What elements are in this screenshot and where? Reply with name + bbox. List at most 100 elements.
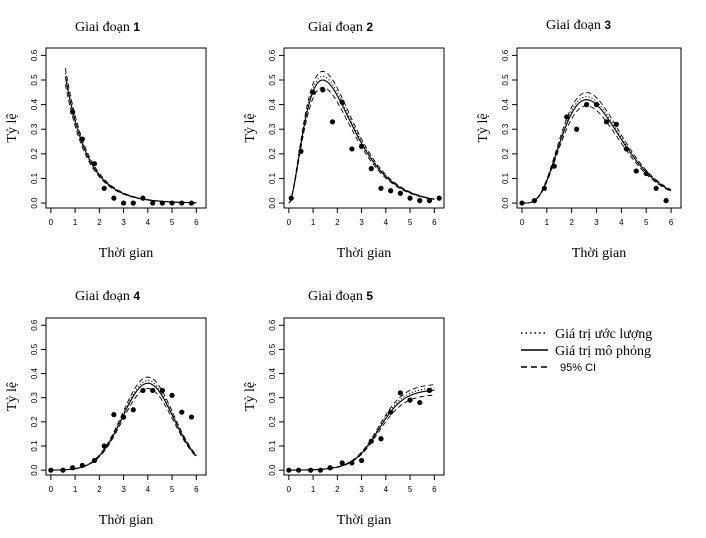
- data-point: [574, 126, 580, 132]
- y-tick-label: 0.4: [268, 99, 277, 111]
- data-point: [653, 185, 659, 191]
- data-point: [308, 467, 314, 473]
- data-point: [417, 399, 423, 406]
- ci-upper-line: [64, 67, 197, 204]
- panel-title-number: 2: [366, 20, 373, 34]
- panel-2: Giai đoạn 2 0 1 2 3 4 5 6 0.0 0.1 0.2 0.3 0.4 0.5 0.6 T…: [243, 20, 445, 261]
- x-tick-label: 1: [73, 218, 78, 227]
- x-tick-label: 4: [619, 218, 624, 227]
- simulated-line: [50, 382, 197, 471]
- data-point: [188, 414, 195, 420]
- data-point: [111, 195, 117, 201]
- data-point: [91, 457, 98, 464]
- panel-title-text: Giai đoạn: [308, 20, 366, 35]
- y-tick-label: 0.3: [30, 392, 39, 404]
- x-tick-label: 6: [194, 485, 199, 494]
- data-point: [633, 168, 639, 174]
- y-tick-label: 0.1: [268, 440, 277, 452]
- legend-label-estimated: Giá trị ước lượng: [555, 327, 652, 342]
- x-tick-label: 0: [287, 485, 292, 494]
- data-point: [378, 436, 384, 442]
- data-point: [519, 200, 525, 206]
- y-axis-label: Tỷ lệ: [5, 113, 20, 142]
- panel-4-title: Giai đoạn 4: [75, 289, 140, 304]
- x-axis-label: Thời gian: [99, 513, 153, 528]
- data-point: [91, 161, 98, 167]
- data-point: [101, 443, 107, 449]
- x-tick-label: 3: [359, 485, 364, 494]
- data-point: [436, 195, 442, 201]
- x-tick-label: 1: [311, 218, 316, 227]
- plot-box: [45, 47, 207, 209]
- y-tick-label: 0.1: [501, 172, 510, 184]
- panel-1-title: Giai đoạn 1: [75, 20, 140, 35]
- y-tick-label: 0.5: [268, 74, 277, 86]
- y-tick-label: 0.2: [268, 148, 277, 160]
- x-tick-label: 2: [335, 485, 340, 494]
- estimated-line: [64, 73, 197, 204]
- data-point: [298, 148, 304, 154]
- ci-lower-line: [64, 84, 197, 204]
- x-tick-label: 6: [669, 218, 674, 227]
- panel-title-number: 4: [133, 289, 140, 303]
- data-point: [426, 387, 433, 394]
- estimated-line: [288, 75, 435, 204]
- x-tick-label: 5: [408, 485, 413, 494]
- data-point: [349, 146, 355, 152]
- data-point: [179, 409, 185, 415]
- data-point: [388, 409, 394, 415]
- ci-lower-line: [50, 387, 197, 471]
- y-tick-label: 0.5: [30, 343, 39, 355]
- x-tick-label: 6: [432, 218, 437, 227]
- data-point: [358, 457, 365, 464]
- panel-title-number: 5: [366, 289, 373, 303]
- x-tick-label: 5: [408, 218, 413, 227]
- data-point: [140, 387, 146, 394]
- y-tick-label: 0.3: [501, 123, 510, 135]
- y-tick-label: 0.3: [268, 392, 277, 404]
- x-tick-label: 2: [97, 485, 102, 494]
- x-tick-label: 5: [170, 485, 175, 494]
- legend-label-ci: 95% CI: [560, 362, 596, 374]
- x-tick-label: 0: [49, 485, 54, 494]
- data-point: [564, 114, 570, 120]
- x-tick-label: 5: [170, 218, 175, 227]
- plot-box: [283, 317, 445, 476]
- y-tick-label: 0.6: [30, 49, 39, 61]
- data-point: [417, 198, 423, 204]
- data-point: [101, 185, 107, 191]
- ci-upper-line: [288, 70, 435, 204]
- x-axis-label: Thời gian: [572, 246, 626, 261]
- panel-title-number: 3: [604, 18, 611, 32]
- data-point: [368, 166, 374, 172]
- data-point: [159, 200, 165, 206]
- panel-2-title: Giai đoạn 2: [308, 20, 373, 35]
- simulated-line: [64, 76, 197, 204]
- data-point: [531, 198, 537, 204]
- x-tick-label: 2: [335, 218, 340, 227]
- data-point: [407, 397, 413, 403]
- y-tick-label: 0.1: [30, 172, 39, 184]
- legend: Giá trị ước lượng Giá trị mô phỏng 95% C…: [521, 327, 652, 374]
- data-point: [179, 200, 185, 206]
- data-point: [111, 412, 117, 418]
- data-point: [130, 200, 136, 206]
- panel-3-title: Giai đoạn 3: [546, 18, 611, 33]
- x-tick-label: 4: [146, 218, 151, 227]
- data-point: [169, 392, 175, 398]
- x-tick-label: 1: [73, 485, 78, 494]
- x-tick-label: 6: [194, 218, 199, 227]
- y-tick-label: 0.6: [268, 49, 277, 61]
- x-tick-label: 4: [146, 485, 151, 494]
- y-tick-label: 0.4: [30, 99, 39, 111]
- y-tick-label: 0.2: [268, 416, 277, 428]
- y-tick-label: 0.0: [268, 464, 277, 476]
- y-tick-label: 0.6: [501, 49, 510, 61]
- x-tick-label: 3: [359, 218, 364, 227]
- plot-box: [45, 317, 207, 476]
- panel-title-text: Giai đoạn: [75, 20, 133, 35]
- y-axis-label: Tỷ lệ: [243, 382, 258, 411]
- data-point: [288, 195, 294, 201]
- x-axis-label: Thời gian: [99, 246, 153, 261]
- x-tick-label: 6: [432, 485, 437, 494]
